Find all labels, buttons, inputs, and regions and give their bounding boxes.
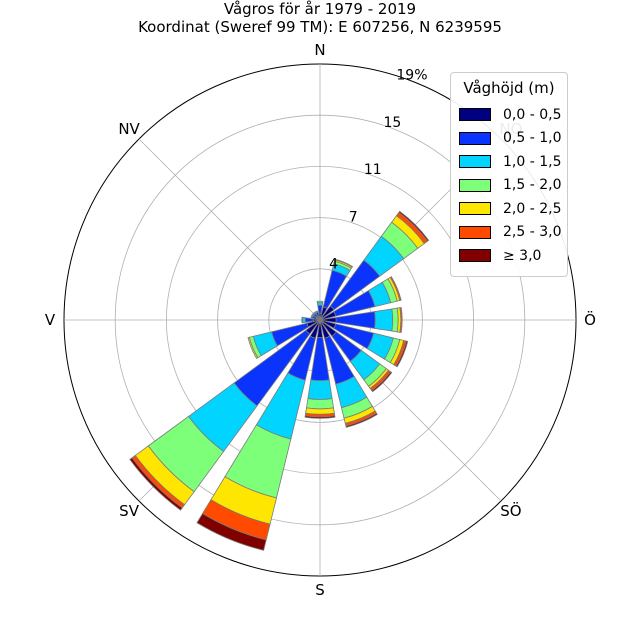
chart-title: Vågros för år 1979 - 2019 bbox=[223, 0, 417, 18]
rose-sector bbox=[334, 258, 354, 268]
legend-swatch bbox=[459, 202, 491, 216]
rose-sector bbox=[314, 310, 319, 314]
legend-swatch bbox=[459, 225, 491, 239]
legend-label: 2,0 - 2,5 bbox=[503, 200, 562, 217]
legend-entry: 2,5 - 3,0 bbox=[459, 221, 562, 245]
rose-sector bbox=[371, 371, 393, 393]
rose-sector bbox=[304, 415, 336, 419]
rose-sector bbox=[307, 379, 333, 400]
rose-sector bbox=[395, 340, 409, 368]
legend-entry: 2,0 - 2,5 bbox=[459, 197, 562, 221]
legend: Våghöjd (m) 0,0 - 0,5 0,5 - 1,0 1,0 - 1,5 1… bbox=[450, 72, 568, 277]
rose-sector bbox=[389, 276, 402, 301]
legend-label: 0,0 - 0,5 bbox=[503, 106, 562, 123]
legend-label: 2,5 - 3,0 bbox=[503, 224, 562, 241]
chart-title-block: Vågros för år 1979 - 2019 Koordinat (Swe… bbox=[0, 0, 640, 36]
legend-entry: 1,0 - 1,5 bbox=[459, 150, 562, 174]
rose-sector bbox=[399, 307, 403, 333]
rose-sector bbox=[301, 316, 304, 324]
rose-sector bbox=[196, 512, 267, 551]
rose-sector bbox=[310, 314, 314, 319]
direction-label: Ö bbox=[584, 310, 596, 329]
rose-sector bbox=[306, 398, 334, 410]
legend-label: 1,5 - 2,0 bbox=[503, 177, 562, 194]
legend-title: Våghöjd (m) bbox=[463, 79, 555, 97]
direction-label: SV bbox=[119, 502, 140, 520]
legend-label: 1,0 - 1,5 bbox=[503, 153, 562, 170]
legend-swatch bbox=[459, 249, 491, 263]
rose-bars bbox=[129, 210, 430, 551]
radial-tick-label: 15 bbox=[383, 115, 401, 131]
rose-sector bbox=[129, 457, 183, 511]
rose-sector bbox=[305, 407, 335, 415]
legend-swatch bbox=[459, 178, 491, 192]
direction-label: NV bbox=[118, 120, 140, 138]
rose-sector bbox=[398, 210, 430, 242]
rose-sector bbox=[247, 336, 259, 359]
legend-entry: 0,5 - 1,0 bbox=[459, 127, 562, 151]
chart-subtitle: Koordinat (Sweref 99 TM): E 607256, N 62… bbox=[138, 18, 502, 36]
legend-entries: 0,0 - 0,5 0,5 - 1,0 1,0 - 1,5 1,5 - 2,0 2,0 … bbox=[459, 103, 562, 268]
rose-sector bbox=[345, 412, 378, 428]
legend-swatch bbox=[459, 108, 491, 122]
radial-tick-label: 7 bbox=[349, 209, 358, 225]
direction-label: V bbox=[45, 311, 56, 329]
legend-entry: 0,0 - 0,5 bbox=[459, 103, 562, 127]
legend-entry: 1,5 - 2,0 bbox=[459, 174, 562, 198]
rose-sector bbox=[311, 311, 316, 316]
rose-sector bbox=[391, 307, 399, 333]
direction-label: SÖ bbox=[500, 501, 521, 520]
legend-label: ≥ 3,0 bbox=[503, 247, 542, 264]
rose-sector bbox=[316, 300, 324, 304]
legend-swatch bbox=[459, 131, 491, 145]
radial-tick-label: 19% bbox=[396, 67, 427, 83]
grid-spoke bbox=[138, 138, 321, 321]
legend-entry: ≥ 3,0 bbox=[459, 244, 559, 268]
direction-label: S bbox=[315, 581, 325, 599]
radial-tick-label: 4 bbox=[329, 257, 338, 273]
legend-label: 0,5 - 1,0 bbox=[503, 130, 562, 147]
direction-label: N bbox=[314, 41, 325, 59]
legend-swatch bbox=[459, 155, 491, 169]
rose-sector bbox=[374, 308, 394, 332]
radial-tick-label: 11 bbox=[364, 162, 382, 178]
